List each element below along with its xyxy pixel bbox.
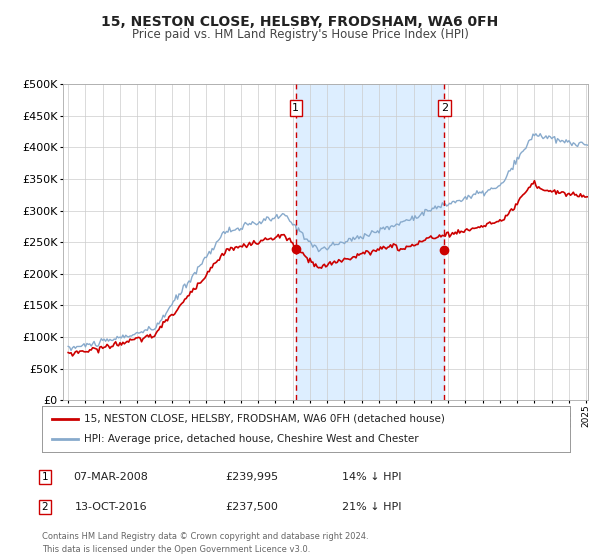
Text: 1: 1	[292, 103, 299, 113]
Text: 07-MAR-2008: 07-MAR-2008	[74, 472, 148, 482]
Bar	[296, 84, 445, 400]
Text: 13-OCT-2016: 13-OCT-2016	[74, 502, 148, 512]
Text: 1: 1	[41, 472, 49, 482]
Text: 14% ↓ HPI: 14% ↓ HPI	[342, 472, 402, 482]
Text: 2: 2	[441, 103, 448, 113]
Text: 2: 2	[41, 502, 49, 512]
Text: 15, NESTON CLOSE, HELSBY, FRODSHAM, WA6 0FH (detached house): 15, NESTON CLOSE, HELSBY, FRODSHAM, WA6 …	[84, 414, 445, 424]
Text: Contains HM Land Registry data © Crown copyright and database right 2024.
This d: Contains HM Land Registry data © Crown c…	[42, 532, 368, 553]
Text: HPI: Average price, detached house, Cheshire West and Chester: HPI: Average price, detached house, Ches…	[84, 434, 419, 444]
Text: Price paid vs. HM Land Registry's House Price Index (HPI): Price paid vs. HM Land Registry's House …	[131, 28, 469, 41]
Text: 15, NESTON CLOSE, HELSBY, FRODSHAM, WA6 0FH: 15, NESTON CLOSE, HELSBY, FRODSHAM, WA6 …	[101, 15, 499, 29]
Text: £237,500: £237,500	[226, 502, 278, 512]
Text: 21% ↓ HPI: 21% ↓ HPI	[342, 502, 402, 512]
Text: £239,995: £239,995	[226, 472, 278, 482]
